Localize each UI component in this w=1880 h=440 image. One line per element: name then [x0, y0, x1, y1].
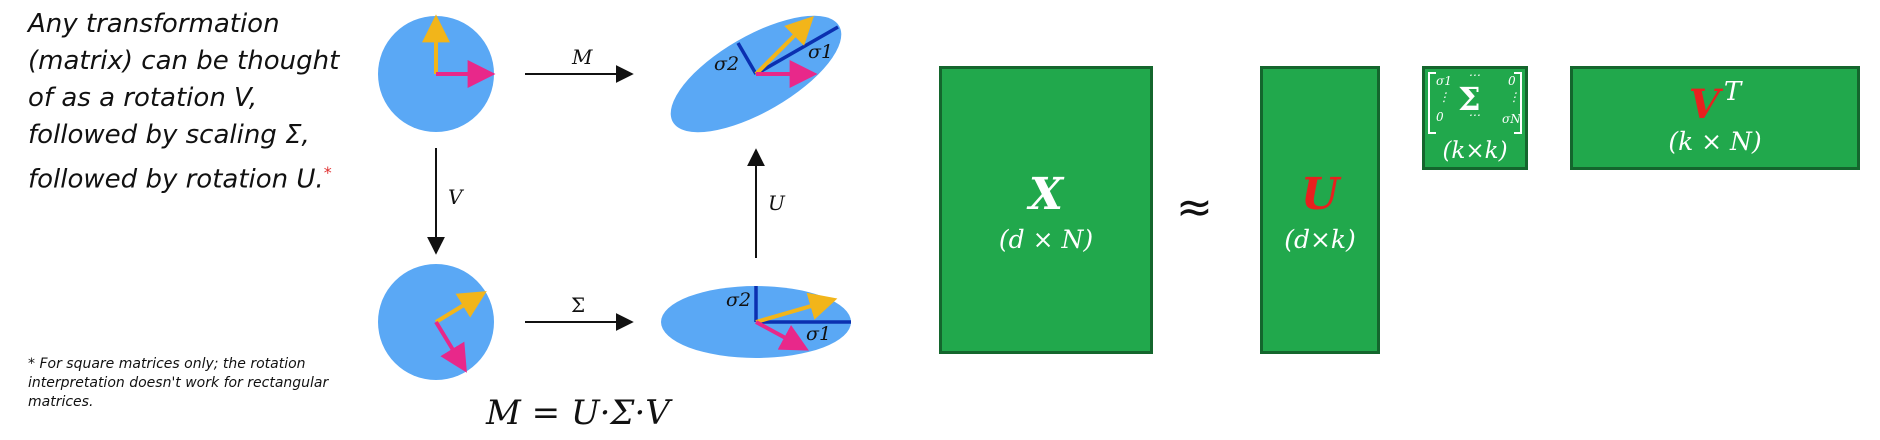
- intro-line: of as a rotation V,: [28, 83, 258, 113]
- matrix-u-symbol: U: [1300, 169, 1340, 220]
- matrix-vt-superscript: T: [1723, 77, 1742, 107]
- matrix-x-symbol: X: [1028, 169, 1064, 220]
- matrix-bottom-right: σN: [1502, 112, 1521, 126]
- matrix-center-sigma: Σ: [1458, 80, 1481, 118]
- intro-line: (matrix) can be thought: [28, 46, 340, 76]
- matrix-top-left: σ1: [1436, 74, 1452, 88]
- footnote-marker: *: [323, 163, 332, 182]
- matrix-sigma-box: [1422, 66, 1528, 170]
- matrix-top-mid: ⋯: [1468, 68, 1480, 82]
- sigma2-label: σ2: [714, 53, 739, 75]
- magenta-vector: [434, 320, 467, 373]
- sigma1-axis: [755, 25, 839, 76]
- rotated-circle: [378, 264, 494, 380]
- scaled-ellipse: σ2 σ1: [661, 286, 851, 358]
- matrix-x-box: X (d × N): [939, 66, 1153, 354]
- yellow-vector: [754, 16, 814, 76]
- sigma1-label: σ1: [806, 323, 831, 345]
- matrix-right-bracket: [1514, 72, 1522, 134]
- final-ellipse: σ2 σ1: [670, 15, 842, 133]
- matrix-top-right: 0: [1508, 74, 1516, 88]
- formula-rhs: U·Σ·V: [570, 393, 670, 433]
- yellow-vector: [434, 291, 487, 324]
- sigma-matrix: σ1 ⋯ 0 ⋮ Σ ⋮ 0 ⋯ σN: [1428, 68, 1522, 134]
- formula-eq: =: [531, 393, 561, 433]
- matrix-vt-dims: (k × N): [1668, 127, 1762, 156]
- matrix-u-dims: (d×k): [1284, 225, 1356, 254]
- intro-text: Any transformation (matrix) can be thoug…: [28, 6, 368, 199]
- intro-line: followed by scaling Σ,: [28, 120, 310, 150]
- matrix-mid-left: ⋮: [1438, 90, 1450, 104]
- approx-symbol: ≈: [1176, 182, 1213, 233]
- transformation-diagram: σ2 σ1 σ2 σ1 M V Σ U: [378, 14, 851, 380]
- matrix-vt-symbol: V: [1688, 81, 1720, 128]
- sigma2-axis: [736, 42, 758, 75]
- formula: M = U·Σ·V: [486, 393, 670, 433]
- arrow-label-m: M: [571, 45, 593, 69]
- matrix-x-dims: (d × N): [998, 225, 1094, 254]
- intro-line: Any transformation: [28, 9, 280, 39]
- matrix-sigma-dims: (k×k): [1442, 138, 1508, 164]
- intro-line: followed by rotation U.*: [28, 154, 368, 199]
- matrix-mid-right: ⋮: [1508, 90, 1520, 104]
- matrix-left-bracket: [1428, 72, 1436, 134]
- sigma1-label: σ1: [808, 41, 833, 63]
- matrix-bottom-mid: ⋯: [1468, 108, 1480, 122]
- arrow-label-u: U: [768, 191, 786, 215]
- matrix-bottom-left: 0: [1436, 110, 1444, 124]
- intro-line-text: followed by rotation U.: [28, 164, 324, 195]
- matrix-u-box: U (d×k): [1260, 66, 1380, 354]
- magenta-vector: [755, 320, 809, 351]
- formula-lhs: M: [486, 393, 521, 433]
- arrow-label-v: V: [448, 185, 465, 209]
- sigma2-label: σ2: [726, 289, 751, 311]
- yellow-vector: [755, 292, 838, 324]
- original-circle: [378, 14, 496, 132]
- arrow-label-sigma: Σ: [571, 293, 585, 317]
- footnote: * For square matrices only; the rotation…: [28, 356, 329, 410]
